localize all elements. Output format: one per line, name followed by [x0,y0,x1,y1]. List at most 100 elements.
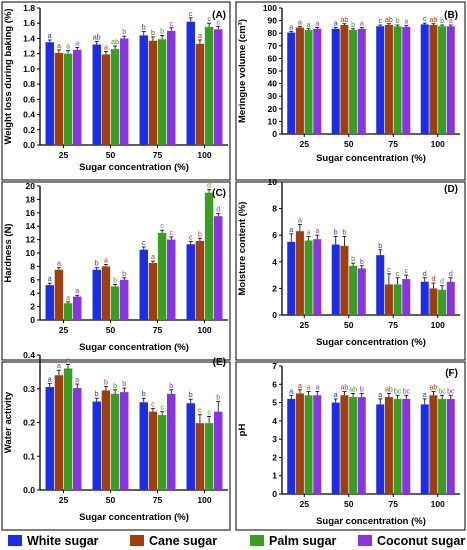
panel-label: (E) [213,357,226,368]
panel-border [235,361,466,531]
bar [340,245,349,315]
panel-label: (B) [444,10,458,21]
y-tick-label: 8 [272,204,277,214]
significance-letter: b [113,277,117,284]
bar [214,216,223,320]
significance-letter: a [378,392,382,399]
y-tick-label: 18 [26,194,36,204]
bar [63,53,73,145]
bar [45,42,54,145]
significance-letter: b [334,230,338,237]
bar [287,398,296,494]
significance-letter: b [95,261,99,268]
panel-label: (C) [212,188,226,199]
bar [393,398,402,494]
significance-letter: ab [111,39,119,46]
panel-border [235,181,466,361]
y-tick-label: 2 [30,302,35,312]
significance-letter: c [396,271,400,278]
bar [340,25,349,134]
legend-swatch [358,535,372,546]
significance-letter: b [378,243,382,250]
significance-letter: ab [93,34,101,41]
bar [167,393,176,490]
bar [139,35,148,145]
x-tick-label: 75 [153,325,163,335]
y-tick-label: 10 [268,177,278,187]
bar [384,25,393,134]
x-tick-label: 50 [106,325,116,335]
significance-letter: c [142,240,146,247]
bar [429,25,438,134]
bar [429,288,438,315]
y-tick-label: 100 [263,3,277,13]
x-tick-label: 25 [59,150,69,160]
significance-letter: b [440,18,444,25]
significance-letter: c [169,21,173,28]
significance-letter: a [57,43,61,50]
x-axis-label: Sugar concentration (%) [316,153,426,164]
y-axis-label: pH [237,424,248,437]
significance-letter: d [440,279,444,286]
bar [357,397,366,494]
significance-letter: b [122,271,126,278]
bar [340,395,349,494]
bar [186,21,195,146]
legend: White sugar Cane sugar Palm sugar Coconut s… [8,534,465,548]
significance-letter: c [216,19,220,26]
bar [438,289,447,315]
y-tick-label: 0 [272,129,277,139]
bar [349,397,358,494]
bar [313,395,322,494]
y-tick-label: 20 [26,181,36,191]
bar [393,26,402,134]
y-tick-label: 6 [30,275,35,285]
y-tick-label: 3 [272,434,277,444]
bar [54,52,64,145]
significance-letter: c [169,230,173,237]
bar [167,239,176,320]
y-tick-label: 0 [30,315,35,325]
significance-letter: a [315,21,319,28]
significance-letter: a [104,44,108,51]
bar [349,265,358,315]
y-tick-label: 0.4 [23,110,35,120]
significance-letter: c [387,267,391,274]
x-tick-label: 75 [389,499,399,509]
x-tick-label: 100 [431,320,445,330]
bar [204,192,214,320]
significance-letter: ab [349,386,357,393]
significance-letter: ab [341,17,349,24]
significance-letter: a [289,24,293,31]
significance-letter: a [298,19,302,26]
significance-letter: b [216,395,220,402]
bar [63,303,73,320]
bar [446,398,455,494]
significance-letter: b [351,22,355,29]
significance-letter: c [198,408,202,415]
significance-letter: b [198,231,202,238]
panel-label: (A) [212,10,226,21]
significance-letter: a [75,41,79,48]
significance-letter: b [142,391,146,398]
significance-letter: d [431,276,435,283]
bar [331,402,340,494]
x-tick-label: 75 [389,320,399,330]
significance-letter: b [95,391,99,398]
bar [45,387,54,490]
bar [313,28,322,134]
legend-label: White sugar [27,534,99,548]
y-tick-label: 6 [272,379,277,389]
significance-letter: b [122,29,126,36]
bar [63,368,73,490]
bar [148,411,158,490]
y-tick-label: 4 [272,257,277,267]
significance-letter: a [298,383,302,390]
y-tick-label: 1.6 [23,18,35,28]
bar [139,402,148,490]
significance-letter: a [75,288,79,295]
bar [313,239,322,315]
significance-letter: c [378,18,382,25]
